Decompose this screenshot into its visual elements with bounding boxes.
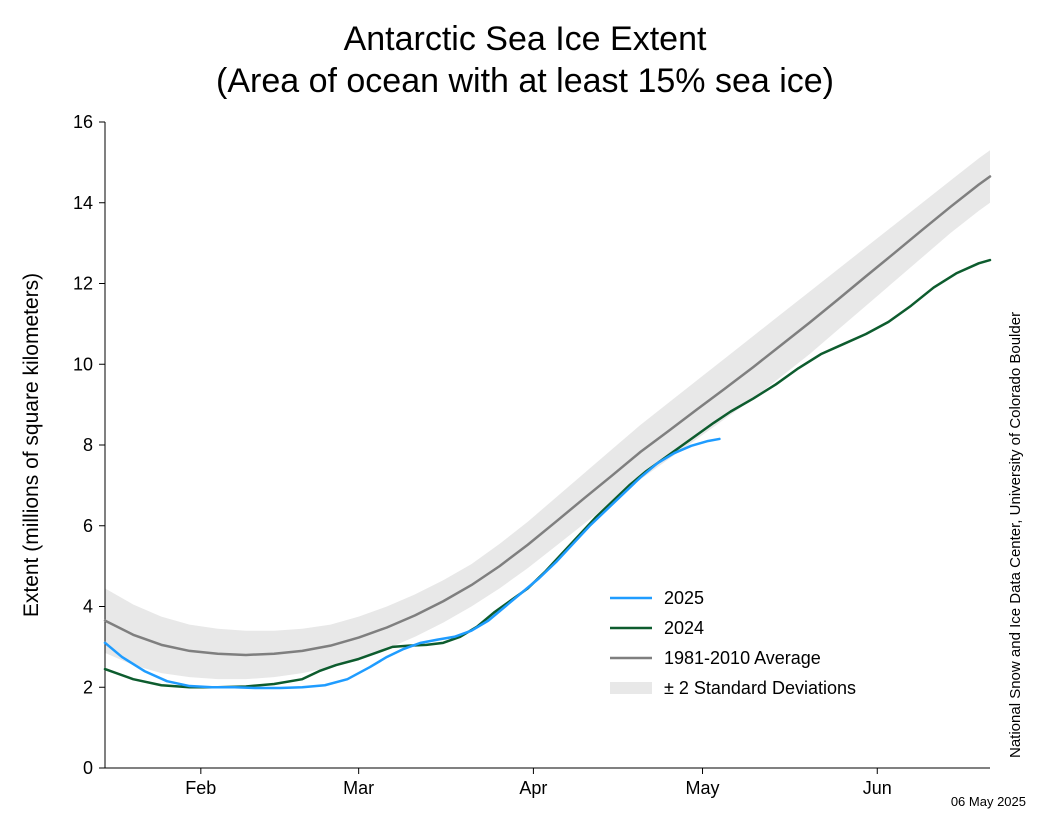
x-tick-label: May <box>686 778 720 798</box>
series-2024 <box>105 260 990 687</box>
legend-label: ± 2 Standard Deviations <box>664 678 856 698</box>
legend-swatch <box>610 682 652 694</box>
chart-title-line2: (Area of ocean with at least 15% sea ice… <box>216 62 834 100</box>
y-tick-label: 12 <box>73 274 93 294</box>
std-dev-band <box>105 150 990 679</box>
x-tick-label: Jun <box>863 778 892 798</box>
sea-ice-chart: Antarctic Sea Ice Extent (Area of ocean … <box>0 0 1050 840</box>
y-tick-label: 8 <box>83 435 93 455</box>
legend-label: 2024 <box>664 618 704 638</box>
y-tick-label: 10 <box>73 354 93 374</box>
series-1981-2010-average <box>105 177 990 655</box>
chart-title-line1: Antarctic Sea Ice Extent <box>344 20 707 58</box>
y-tick-label: 4 <box>83 597 93 617</box>
credit-text: National Snow and Ice Data Center, Unive… <box>1007 312 1024 758</box>
y-tick-label: 2 <box>83 677 93 697</box>
y-tick-label: 0 <box>83 758 93 778</box>
y-axis-label: Extent (millions of square kilometers) <box>20 273 43 617</box>
date-stamp: 06 May 2025 <box>951 794 1026 809</box>
legend: 2025 2024 1981-2010 Average ± 2 Standard De… <box>610 588 856 698</box>
x-tick-label: Feb <box>185 778 216 798</box>
y-tick-label: 16 <box>73 112 93 132</box>
legend-label: 2025 <box>664 588 704 608</box>
x-tick-label: Apr <box>519 778 547 798</box>
y-tick-label: 14 <box>73 193 93 213</box>
legend-label: 1981-2010 Average <box>664 648 821 668</box>
y-tick-label: 6 <box>83 516 93 536</box>
x-tick-label: Mar <box>343 778 374 798</box>
